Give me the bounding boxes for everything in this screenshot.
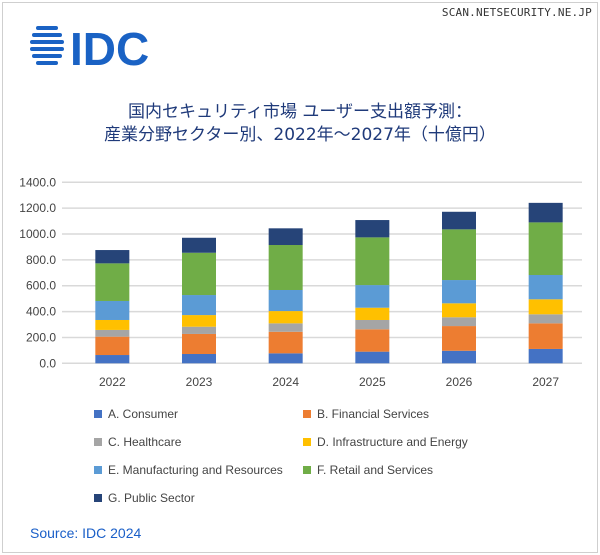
- bar-segment-2025-5: [355, 285, 390, 308]
- bar-segment-2026-2: [442, 326, 476, 351]
- source-note: Source: IDC 2024: [30, 525, 142, 541]
- y-tick-label: 1400.0: [19, 175, 56, 189]
- legend-item: E. Manufacturing and Resources: [94, 463, 283, 477]
- bar-segment-2026-6: [442, 229, 476, 281]
- x-tick-label: 2023: [186, 375, 213, 389]
- bar-segment-2023-4: [182, 315, 216, 327]
- legend-swatch: [303, 410, 311, 418]
- x-tick-label: 2027: [532, 375, 559, 389]
- bar-segment-2025-1: [355, 351, 390, 364]
- bar-segment-2022-3: [95, 329, 130, 337]
- legend-item: D. Infrastructure and Energy: [303, 435, 468, 449]
- x-tick-label: 2026: [446, 375, 473, 389]
- bar-segment-2024-6: [268, 245, 303, 290]
- chart-title-line2: 産業分野セクター別、2022年～2027年（十億円）: [104, 125, 496, 145]
- y-tick-label: 800.0: [26, 253, 56, 267]
- legend-label: B. Financial Services: [317, 407, 430, 421]
- bar-segment-2024-1: [268, 353, 303, 364]
- bar-segment-2023-5: [182, 295, 216, 316]
- bar-segment-2027-4: [528, 299, 563, 315]
- legend-swatch: [303, 466, 311, 474]
- bar-segment-2026-1: [442, 350, 476, 364]
- legend-swatch: [94, 410, 102, 418]
- legend-item: B. Financial Services: [303, 407, 429, 421]
- bar-segment-2024-3: [268, 323, 303, 332]
- bar-segment-2026-3: [442, 317, 476, 327]
- legend-label: D. Infrastructure and Energy: [317, 435, 468, 449]
- bar-segment-2025-2: [355, 329, 390, 352]
- y-tick-label: 1000.0: [19, 227, 56, 241]
- stacked-bar-chart: 0.0 200.0 400.0 600.0 800.0 1000.0 1200.0 1400.…: [19, 175, 582, 389]
- bar-segment-2022-2: [95, 336, 130, 356]
- bar-segment-2024-2: [268, 331, 303, 354]
- y-tick-label: 600.0: [26, 279, 56, 293]
- bar-segment-2023-3: [182, 326, 216, 334]
- bar-segment-2022-5: [95, 300, 130, 320]
- legend-label: F. Retail and Services: [317, 463, 434, 477]
- legend-label: C. Healthcare: [108, 435, 182, 449]
- bar-segment-2027-1: [528, 348, 563, 364]
- y-tick-label: 400.0: [26, 305, 56, 319]
- bar-segment-2025-7: [355, 220, 390, 238]
- bar-segment-2024-4: [268, 311, 303, 324]
- idc-logo: IDC: [30, 23, 149, 68]
- bar-segment-2027-3: [528, 314, 563, 324]
- bar-segment-2026-7: [442, 211, 476, 230]
- legend-label: A. Consumer: [108, 407, 179, 421]
- watermark: SCAN.NETSECURITY.NE.JP: [441, 6, 592, 19]
- bar-segment-2027-6: [528, 222, 563, 275]
- bar-segment-2022-1: [95, 355, 130, 364]
- bar-segment-2024-5: [268, 289, 303, 312]
- chart-title-line1: 国内セキュリティ市場 ユーザー支出額予測：: [127, 102, 473, 122]
- bar-segment-2027-7: [528, 202, 563, 223]
- bar-segment-2026-4: [442, 303, 476, 318]
- bar-segment-2023-7: [182, 237, 216, 253]
- bar-segment-2022-7: [95, 250, 130, 264]
- y-tick-label: 0.0: [39, 356, 56, 370]
- legend-swatch: [94, 494, 102, 502]
- legend-swatch: [94, 438, 102, 446]
- bar-segment-2025-6: [355, 237, 390, 286]
- x-tick-label: 2025: [359, 375, 386, 389]
- legend-item: C. Healthcare: [94, 435, 181, 449]
- svg-text:IDC: IDC: [70, 23, 149, 68]
- legend-item: F. Retail and Services: [303, 463, 433, 477]
- bar-segment-2025-3: [355, 319, 390, 330]
- y-tick-label: 1200.0: [19, 201, 56, 215]
- legend-label: G. Public Sector: [108, 491, 195, 505]
- bar-segment-2024-7: [268, 228, 303, 246]
- bar-segment-2023-1: [182, 353, 216, 364]
- bar-segment-2022-6: [95, 263, 130, 301]
- legend-item: A. Consumer: [94, 407, 178, 421]
- legend-item: G. Public Sector: [94, 491, 195, 505]
- bar-segment-2022-4: [95, 319, 130, 330]
- bar-segment-2023-6: [182, 252, 216, 296]
- y-tick-label: 200.0: [26, 330, 56, 344]
- bar-segment-2025-4: [355, 307, 390, 320]
- bar-segment-2027-2: [528, 323, 563, 349]
- x-tick-label: 2022: [99, 375, 126, 389]
- legend-label: E. Manufacturing and Resources: [108, 463, 283, 477]
- x-tick-label: 2024: [272, 375, 299, 389]
- bar-segment-2026-5: [442, 280, 476, 304]
- bar-segment-2027-5: [528, 274, 563, 300]
- bar-segment-2023-2: [182, 333, 216, 354]
- legend-swatch: [303, 438, 311, 446]
- legend-swatch: [94, 466, 102, 474]
